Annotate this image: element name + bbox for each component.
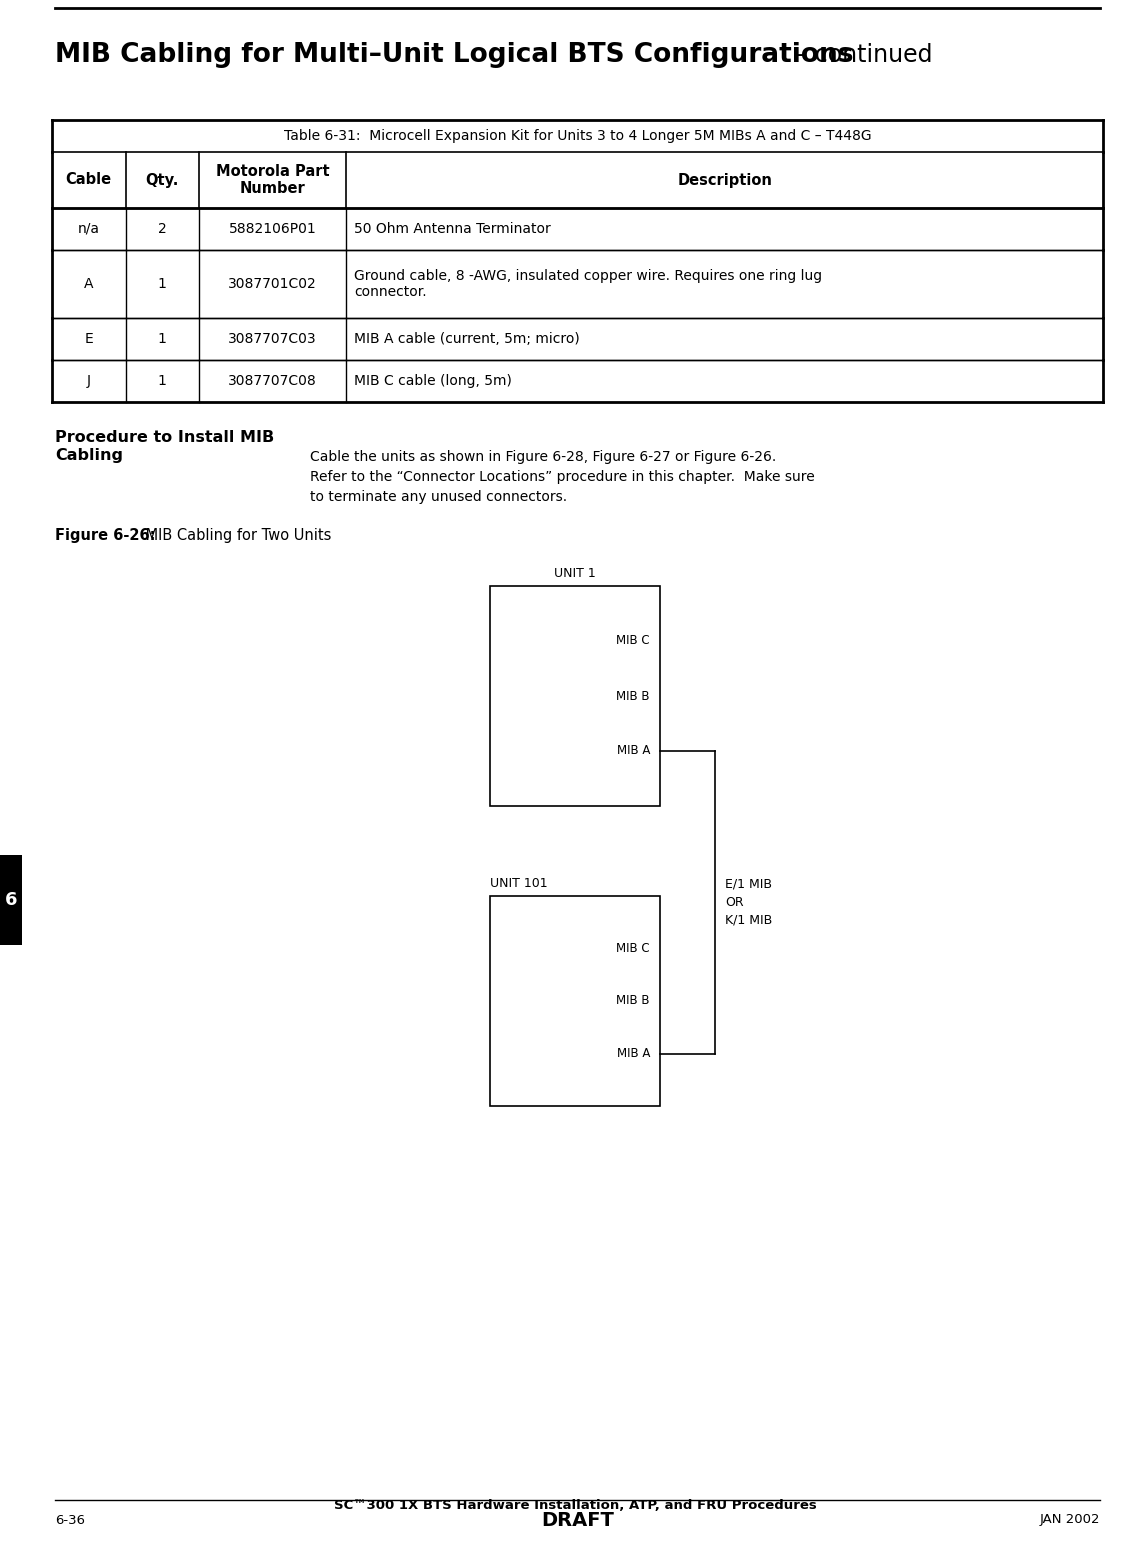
Text: MIB B: MIB B: [616, 690, 650, 702]
Text: 6: 6: [5, 891, 17, 909]
Text: SC™300 1X BTS Hardware Installation, ATP, and FRU Procedures: SC™300 1X BTS Hardware Installation, ATP…: [334, 1499, 817, 1513]
Text: MIB C cable (long, 5m): MIB C cable (long, 5m): [355, 374, 512, 388]
Text: UNIT 101: UNIT 101: [490, 877, 548, 890]
Text: MIB A cable (current, 5m; micro): MIB A cable (current, 5m; micro): [355, 332, 580, 346]
Bar: [490, 585, 660, 806]
Text: E: E: [85, 332, 93, 346]
Text: Cabling: Cabling: [55, 447, 123, 463]
Bar: [0, 856, 22, 944]
Text: 5882106P01: 5882106P01: [228, 222, 317, 236]
Text: – continued: – continued: [788, 43, 932, 67]
Text: 6-36: 6-36: [55, 1514, 85, 1527]
Text: A: A: [84, 276, 93, 290]
Text: MIB Cabling for Multi–Unit Logical BTS Configurations: MIB Cabling for Multi–Unit Logical BTS C…: [55, 42, 853, 68]
Text: 1: 1: [158, 332, 166, 346]
Text: MIB C: MIB C: [616, 943, 650, 955]
Text: n/a: n/a: [78, 222, 100, 236]
Text: 50 Ohm Antenna Terminator: 50 Ohm Antenna Terminator: [355, 222, 551, 236]
Text: 3087707C08: 3087707C08: [228, 374, 317, 388]
Text: Motorola Part
Number: Motorola Part Number: [216, 163, 329, 196]
Text: Cable: Cable: [65, 172, 111, 188]
Text: Table 6-31:  Microcell Expansion Kit for Units 3 to 4 Longer 5M MIBs A and C – T: Table 6-31: Microcell Expansion Kit for …: [284, 129, 871, 143]
Bar: [490, 896, 660, 1106]
Text: MIB Cabling for Two Units: MIB Cabling for Two Units: [141, 528, 332, 544]
Text: Figure 6-26:: Figure 6-26:: [55, 528, 155, 544]
Text: 1: 1: [158, 374, 166, 388]
Text: MIB A: MIB A: [616, 744, 650, 758]
Text: Qty.: Qty.: [146, 172, 179, 188]
Text: Description: Description: [677, 172, 773, 188]
Text: 3087707C03: 3087707C03: [228, 332, 317, 346]
Text: Procedure to Install MIB: Procedure to Install MIB: [55, 430, 274, 446]
Text: 3087701C02: 3087701C02: [228, 276, 317, 290]
Text: JAN 2002: JAN 2002: [1039, 1514, 1100, 1527]
Text: E/1 MIB
OR
K/1 MIB: E/1 MIB OR K/1 MIB: [726, 877, 773, 927]
Text: 2: 2: [158, 222, 166, 236]
Text: MIB C: MIB C: [616, 635, 650, 648]
Text: 1: 1: [158, 276, 166, 290]
Text: DRAFT: DRAFT: [541, 1511, 614, 1530]
Text: MIB B: MIB B: [616, 994, 650, 1008]
Text: Cable the units as shown in Figure 6-28, Figure 6-27 or Figure 6-26.
Refer to th: Cable the units as shown in Figure 6-28,…: [310, 450, 815, 505]
Text: UNIT 1: UNIT 1: [554, 567, 596, 579]
Text: J: J: [87, 374, 91, 388]
Text: MIB A: MIB A: [616, 1047, 650, 1061]
Text: Ground cable, 8 -AWG, insulated copper wire. Requires one ring lug
connector.: Ground cable, 8 -AWG, insulated copper w…: [355, 269, 822, 300]
